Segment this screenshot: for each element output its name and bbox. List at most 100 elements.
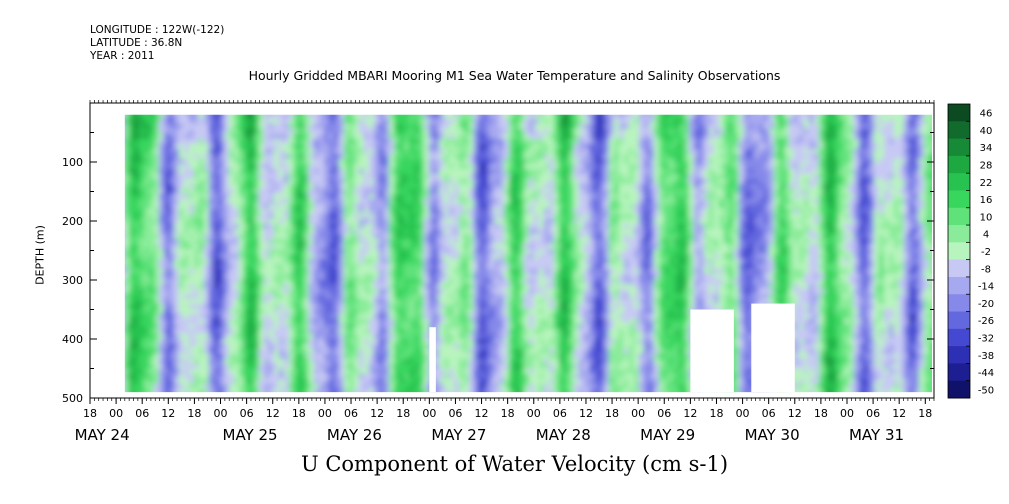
heat-cell	[338, 358, 345, 365]
heat-cell	[383, 343, 390, 350]
heat-cell	[183, 318, 190, 325]
heat-cell	[378, 363, 385, 370]
heat-cell	[383, 318, 390, 325]
heat-cell	[463, 203, 470, 210]
heat-cell	[513, 328, 520, 335]
heat-cell	[318, 163, 325, 170]
heat-cell	[529, 109, 535, 115]
heat-cell	[373, 323, 380, 330]
heat-cell	[363, 298, 370, 305]
heat-cell	[544, 109, 550, 115]
heat-cell	[498, 348, 505, 355]
heat-cell	[533, 114, 540, 120]
heat-cell	[228, 298, 235, 305]
heat-cell	[273, 153, 280, 160]
heat-cell	[238, 188, 245, 195]
heat-cell	[243, 293, 250, 300]
heat-cell	[488, 328, 495, 335]
heat-cell	[543, 363, 550, 370]
heat-cell	[198, 288, 205, 295]
heat-cell	[233, 158, 240, 165]
heat-cell	[538, 293, 545, 300]
heat-cell	[153, 218, 160, 225]
heat-cell	[268, 148, 275, 155]
heat-cell	[403, 383, 410, 390]
heat-cell	[138, 233, 145, 240]
heat-cell	[373, 238, 380, 245]
heat-cell	[223, 373, 230, 380]
heat-cell	[218, 338, 225, 345]
heat-cell	[283, 238, 290, 245]
heat-cell	[298, 213, 305, 220]
heat-cell	[398, 138, 405, 145]
heat-cell	[263, 298, 270, 305]
heat-cell	[423, 168, 430, 175]
heat-cell	[318, 343, 325, 350]
heat-cell	[158, 283, 165, 290]
heat-cell	[378, 388, 385, 393]
heat-cell	[318, 218, 325, 225]
heat-cell	[298, 123, 305, 130]
heat-cell	[233, 248, 240, 255]
heat-cell	[468, 198, 475, 205]
heat-cell	[488, 368, 495, 375]
heat-cell	[418, 153, 425, 160]
heat-cell	[263, 238, 270, 245]
heat-cell	[388, 323, 395, 330]
heat-cell	[153, 328, 160, 335]
heat-cell	[133, 213, 140, 220]
heat-cell	[328, 158, 335, 165]
heat-cell	[503, 303, 510, 310]
heat-cell	[343, 158, 350, 165]
heat-cell	[238, 233, 245, 240]
heat-cell	[388, 353, 395, 360]
heat-cell	[288, 358, 295, 365]
heat-cell	[433, 114, 440, 120]
heat-cell	[283, 228, 290, 235]
heat-cell	[388, 168, 395, 175]
heat-cell	[378, 268, 385, 275]
heat-cell	[518, 303, 525, 310]
heat-cell	[373, 353, 380, 360]
heat-cell	[389, 109, 395, 115]
heat-cell	[138, 383, 145, 390]
heat-cell	[243, 218, 250, 225]
heat-cell	[418, 148, 425, 155]
heat-cell	[273, 128, 280, 135]
heat-cell	[253, 298, 260, 305]
heat-cell	[343, 243, 350, 250]
heat-cell	[133, 358, 140, 365]
heat-cell	[318, 318, 325, 325]
heat-cell	[228, 238, 235, 245]
heat-cell	[543, 273, 550, 280]
heat-cell	[293, 283, 300, 290]
heat-cell	[413, 363, 420, 370]
heat-cell	[158, 143, 165, 150]
heat-cell	[508, 303, 515, 310]
heat-cell	[323, 358, 330, 365]
heat-cell	[158, 233, 165, 240]
heat-cell	[288, 383, 295, 390]
heat-cell	[503, 208, 510, 215]
heat-cell	[493, 328, 500, 335]
heat-cell	[223, 208, 230, 215]
heat-cell	[238, 213, 245, 220]
heat-cell	[303, 368, 310, 375]
heat-cell	[518, 288, 525, 295]
heat-cell	[243, 328, 250, 335]
heat-cell	[403, 158, 410, 165]
heat-cell	[338, 253, 345, 260]
heat-cell	[493, 118, 500, 125]
heat-cell	[393, 268, 400, 275]
heat-cell	[313, 193, 320, 200]
heat-cell	[278, 308, 285, 315]
heat-cell	[238, 243, 245, 250]
heat-cell	[428, 253, 435, 260]
heat-cell	[278, 283, 285, 290]
heat-cell	[458, 218, 465, 225]
heat-cell	[478, 328, 485, 335]
heat-cell	[438, 133, 445, 140]
heat-cell	[349, 109, 355, 115]
heat-cell	[478, 143, 485, 150]
heat-cell	[468, 183, 475, 190]
